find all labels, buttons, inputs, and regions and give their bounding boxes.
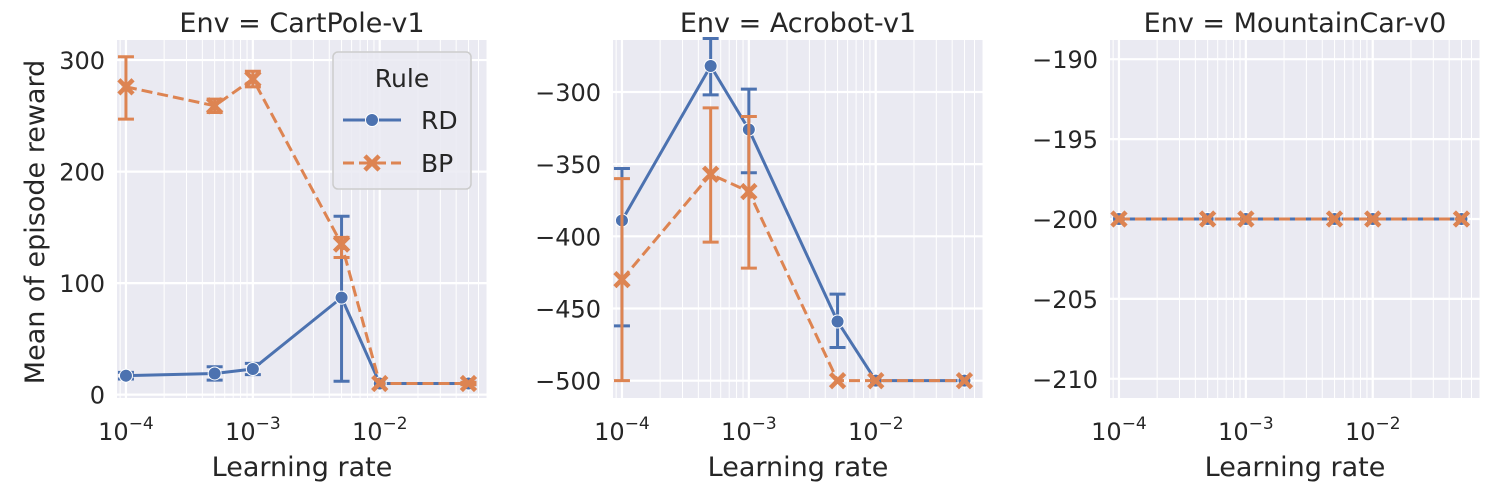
data-point-bp (1364, 210, 1382, 228)
legend-label-rd: RD (421, 106, 458, 135)
data-point-rd (830, 314, 845, 329)
data-point-bp (117, 78, 135, 96)
data-point-bp (371, 374, 389, 393)
y-tick-label: −300 (535, 79, 601, 107)
x-tick-base: 10 (1091, 418, 1122, 446)
data-point-bp (701, 165, 720, 183)
series-bp (117, 55, 478, 393)
series-bp (1110, 210, 1471, 228)
x-tick-exponent: −4 (129, 414, 154, 434)
x-tick-label: 10−4 (594, 414, 650, 446)
data-point-bp (955, 371, 974, 390)
x-tick-base: 10 (1345, 418, 1376, 446)
data-point-rd (245, 362, 260, 377)
x-tick-label: 10−3 (721, 414, 777, 446)
data-point-bp (740, 182, 758, 201)
y-tick-label: −200 (1032, 206, 1098, 234)
y-tick-label: −210 (1032, 366, 1098, 394)
series-line-bp (620, 172, 965, 383)
y-tick-label: 0 (90, 382, 105, 410)
panel-title: Env = CartPole-v1 (179, 8, 424, 39)
y-tick-label: −400 (535, 223, 601, 251)
series-bp (613, 106, 974, 390)
data-point-bp (1325, 210, 1344, 228)
data-point-rd (334, 290, 349, 305)
x-axis-label: Learning rate (212, 452, 393, 483)
x-tick-exponent: −3 (752, 414, 777, 434)
panel-title: Env = Acrobot-v1 (680, 8, 916, 39)
x-tick-label: 10−3 (1218, 414, 1274, 446)
panel-2: Env = Acrobot-v1−500−450−400−350−30010−4… (535, 8, 984, 483)
gridlines (117, 40, 488, 398)
y-tick-label: −195 (1032, 126, 1098, 154)
series-line-bp (125, 77, 469, 386)
x-tick-label: 10−2 (352, 414, 408, 446)
legend-marker-rd (365, 113, 379, 127)
data-point-rd (703, 58, 718, 73)
panel-3: Env = MountainCar-v0−210−205−200−195−190… (1032, 8, 1481, 483)
legend: Rule RD BP (332, 51, 472, 190)
x-tick-label: 10−4 (1091, 414, 1147, 446)
x-axis-label: Learning rate (708, 452, 889, 483)
legend-box (332, 51, 472, 190)
data-point-rd (118, 368, 133, 383)
x-tick-exponent: −3 (1249, 414, 1274, 434)
plot-area (613, 40, 983, 398)
x-tick-base: 10 (594, 418, 625, 446)
data-point-bp (1110, 210, 1128, 228)
y-tick-label: −205 (1032, 286, 1098, 314)
legend-marker-bp (363, 154, 381, 172)
x-tick-label: 10−4 (98, 414, 154, 446)
data-point-bp (613, 270, 631, 289)
x-tick-base: 10 (721, 418, 752, 446)
y-tick-label: −500 (535, 368, 601, 396)
y-tick-label: 200 (59, 159, 105, 187)
x-tick-base: 10 (225, 418, 256, 446)
y-tick-label: 100 (59, 270, 105, 298)
x-tick-base: 10 (1218, 418, 1249, 446)
x-tick-base: 10 (352, 418, 383, 446)
x-tick-exponent: −4 (625, 414, 650, 434)
data-point-bp (205, 97, 224, 115)
x-tick-exponent: −2 (1375, 414, 1400, 434)
x-tick-base: 10 (848, 418, 879, 446)
legend-label-bp: BP (421, 149, 453, 178)
y-tick-label: 300 (59, 47, 105, 75)
x-tick-label: 10−2 (848, 414, 904, 446)
y-axis-label: Mean of episode reward (20, 60, 51, 384)
data-point-bp (332, 235, 351, 253)
data-point-bp (459, 374, 478, 393)
x-tick-label: 10−3 (225, 414, 281, 446)
y-tick-label: −190 (1032, 46, 1098, 74)
data-point-bp (867, 371, 885, 390)
panel-title: Env = MountainCar-v0 (1144, 8, 1447, 39)
x-tick-label: 10−2 (1345, 414, 1401, 446)
x-tick-base: 10 (98, 418, 129, 446)
x-tick-exponent: −2 (382, 414, 407, 434)
x-tick-exponent: −3 (256, 414, 281, 434)
data-point-bp (1237, 210, 1255, 228)
x-tick-exponent: −4 (1122, 414, 1147, 434)
y-tick-label: −350 (535, 151, 601, 179)
x-tick-exponent: −2 (878, 414, 903, 434)
x-axis-label: Learning rate (1205, 452, 1386, 483)
y-tick-label: −450 (535, 296, 601, 324)
data-point-bp (1198, 210, 1217, 228)
data-point-rd (207, 366, 222, 381)
legend-title: Rule (375, 64, 429, 93)
data-point-bp (1452, 210, 1471, 228)
data-point-bp (828, 371, 847, 390)
data-point-bp (244, 70, 262, 88)
